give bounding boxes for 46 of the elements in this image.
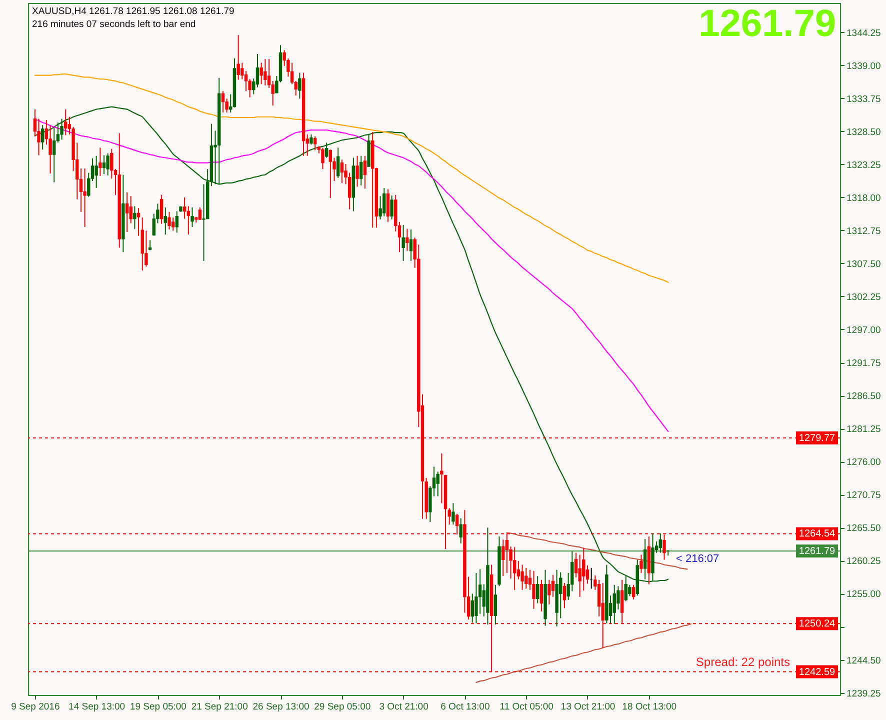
line-series [476,623,692,683]
y-tick-label: 1344.25 [846,28,881,39]
y-tick-label: 1333.75 [846,94,881,105]
line-series [34,118,669,432]
ref-line-label: 1250.24 [798,618,836,630]
y-tick-label: 1239.25 [846,688,881,700]
x-tick-label: 19 Sep 05:00 [130,702,186,712]
y-tick-label: 1323.25 [846,160,881,171]
ref-line-label: 1264.54 [798,528,836,540]
annotation: < 216:07 [676,553,720,565]
y-tick-label: 1307.50 [846,258,881,270]
ref-line-label: 1242.59 [798,666,836,678]
x-tick-label: 9 Sep 2016 [11,702,60,712]
y-tick-label: 1255.00 [846,589,881,600]
y-tick-label: 1270.75 [846,490,881,502]
y-tick-label: 1265.50 [846,523,881,534]
chart-title: XAUUSD,H4 1261.78 1261.95 1261.08 1261.79 [32,6,234,17]
line-series [506,532,688,570]
y-tick-label: 1276.00 [846,457,881,468]
y-tick-label: 1318.00 [846,192,881,204]
y-tick-label: 1260.25 [846,556,881,568]
annotation: 1261.79 [698,3,836,45]
y-tick-label: 1281.25 [846,424,881,436]
annotation: Spread: 22 points [696,655,790,669]
candlestick [666,549,670,556]
text: 216 minutes 07 seconds left to bar end [32,19,196,30]
line-series [34,74,669,283]
x-tick-label: 29 Sep 05:00 [314,702,371,712]
y-tick-label: 1339.00 [846,60,881,72]
x-tick-label: 11 Oct 05:00 [500,702,554,712]
x-tick-label: 13 Oct 21:00 [560,702,616,712]
y-tick-label: 1286.50 [846,391,881,402]
ref-line-label: 1279.77 [798,432,836,444]
x-tick-label: 3 Oct 21:00 [379,702,428,712]
y-tick-label: 1302.25 [846,292,881,303]
y-tick-label: 1328.50 [846,126,881,138]
ref-line-label: 1261.79 [798,546,836,557]
x-tick-label: 18 Oct 13:00 [622,702,677,712]
x-tick-label: 26 Sep 13:00 [252,702,310,712]
y-tick-label: 1244.50 [846,655,881,666]
x-tick-label: 14 Sep 13:00 [68,702,126,712]
y-tick-label: 1312.75 [846,226,881,237]
y-tick-label: 1291.75 [846,358,881,370]
x-tick-label: 21 Sep 21:00 [191,702,248,712]
x-tick-label: 6 Oct 13:00 [440,702,490,712]
y-tick-label: 1297.00 [846,325,881,336]
